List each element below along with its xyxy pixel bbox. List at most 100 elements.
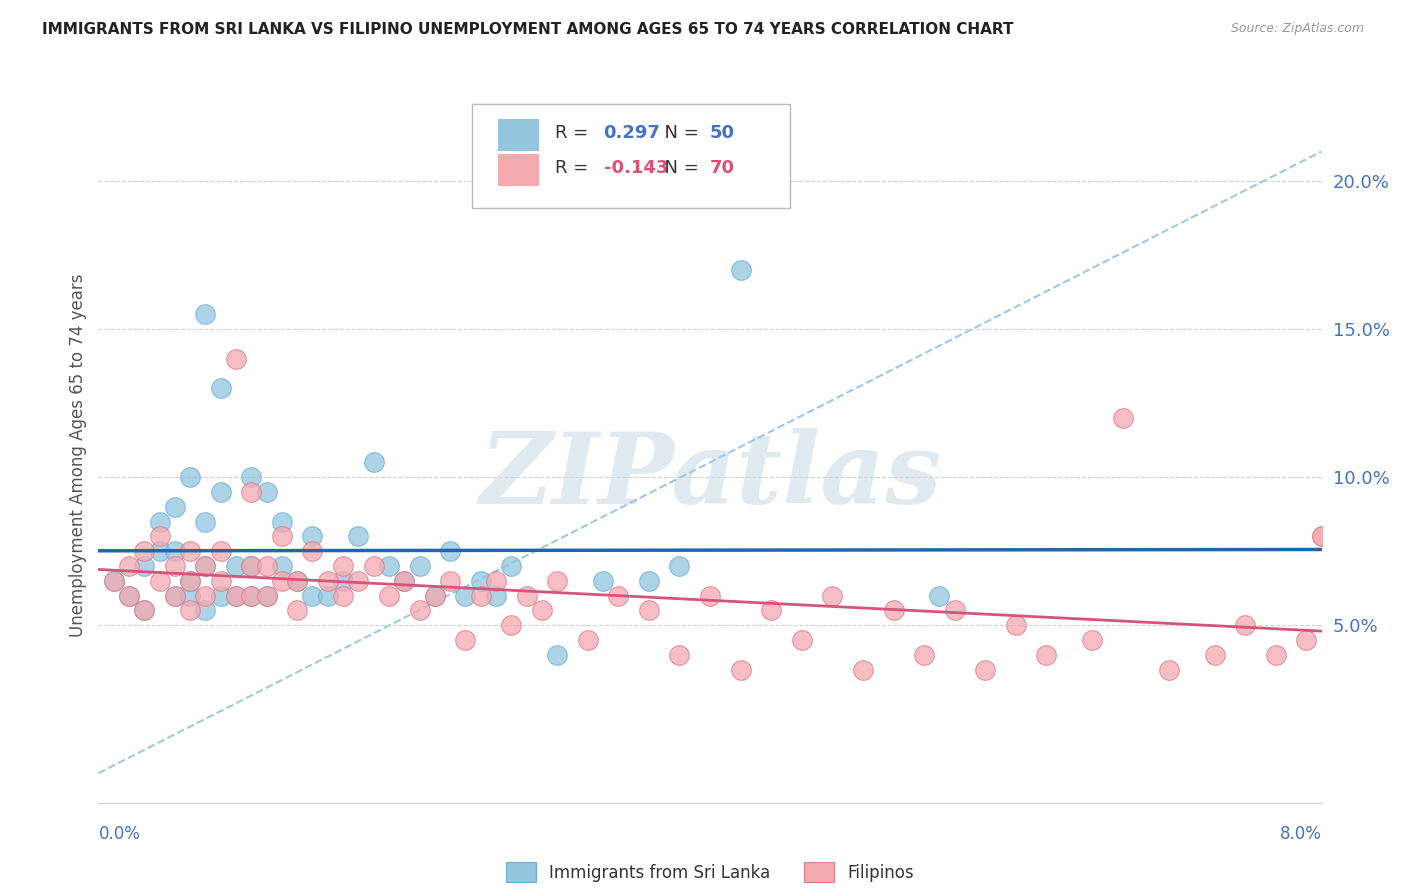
Point: [912, 648, 935, 662]
Point: [637, 574, 661, 588]
Point: [790, 632, 813, 647]
FancyBboxPatch shape: [471, 103, 790, 208]
Text: N =: N =: [652, 124, 704, 142]
Point: [179, 544, 201, 558]
Point: [134, 558, 156, 573]
Point: [256, 484, 278, 499]
Point: [332, 589, 354, 603]
Point: [285, 574, 308, 588]
Point: [439, 574, 461, 588]
Point: [225, 589, 247, 603]
Point: [118, 589, 141, 603]
Text: -0.143: -0.143: [603, 159, 668, 177]
Point: [1035, 648, 1057, 662]
Point: [730, 663, 752, 677]
Point: [134, 544, 156, 558]
Point: [240, 558, 263, 573]
Point: [194, 558, 217, 573]
Point: [179, 470, 201, 484]
Point: [883, 603, 905, 617]
Point: [285, 603, 308, 617]
Point: [592, 574, 614, 588]
Point: [1004, 618, 1026, 632]
Text: 0.297: 0.297: [603, 124, 661, 142]
Point: [516, 589, 538, 603]
Point: [454, 632, 477, 647]
Point: [270, 558, 294, 573]
Point: [179, 603, 201, 617]
Point: [943, 603, 966, 617]
Point: [363, 558, 385, 573]
Point: [316, 574, 339, 588]
Point: [332, 574, 354, 588]
Point: [179, 574, 201, 588]
Legend: Immigrants from Sri Lanka, Filipinos: Immigrants from Sri Lanka, Filipinos: [499, 855, 921, 888]
Point: [225, 589, 247, 603]
Point: [485, 574, 508, 588]
Point: [546, 648, 568, 662]
Point: [1264, 648, 1286, 662]
Point: [134, 603, 156, 617]
Point: [270, 515, 294, 529]
Point: [332, 558, 354, 573]
Point: [103, 574, 125, 588]
Text: 0.0%: 0.0%: [98, 825, 141, 843]
Y-axis label: Unemployment Among Ages 65 to 74 years: Unemployment Among Ages 65 to 74 years: [69, 273, 87, 637]
Point: [240, 470, 263, 484]
Point: [1204, 648, 1226, 662]
Point: [1310, 529, 1333, 543]
Point: [392, 574, 416, 588]
Point: [179, 574, 201, 588]
Point: [301, 529, 323, 543]
Point: [163, 500, 186, 514]
Point: [163, 589, 186, 603]
Point: [134, 603, 156, 617]
Point: [149, 544, 172, 558]
Bar: [498, 119, 537, 150]
Point: [240, 589, 263, 603]
Point: [256, 589, 278, 603]
Point: [439, 544, 461, 558]
Text: 50: 50: [710, 124, 735, 142]
Point: [423, 589, 446, 603]
Point: [607, 589, 630, 603]
Point: [270, 529, 294, 543]
Point: [668, 648, 690, 662]
Point: [285, 574, 308, 588]
Point: [240, 589, 263, 603]
Point: [225, 558, 247, 573]
Point: [408, 603, 430, 617]
Point: [821, 589, 844, 603]
Point: [408, 558, 430, 573]
Point: [347, 529, 370, 543]
Bar: [498, 153, 537, 185]
Point: [530, 603, 553, 617]
Point: [1157, 663, 1180, 677]
Point: [1310, 529, 1333, 543]
Point: [209, 574, 232, 588]
Point: [316, 589, 339, 603]
Point: [668, 558, 690, 573]
Point: [928, 589, 950, 603]
Point: [194, 603, 217, 617]
Text: ZIPatlas: ZIPatlas: [479, 427, 941, 524]
Text: 70: 70: [710, 159, 735, 177]
Point: [347, 574, 370, 588]
Point: [1112, 411, 1135, 425]
Point: [163, 589, 186, 603]
Point: [301, 589, 323, 603]
Point: [974, 663, 997, 677]
Point: [240, 558, 263, 573]
Point: [501, 618, 523, 632]
Point: [163, 558, 186, 573]
Point: [852, 663, 875, 677]
Point: [103, 574, 125, 588]
Point: [240, 484, 263, 499]
Point: [225, 351, 247, 366]
Point: [118, 589, 141, 603]
Point: [392, 574, 416, 588]
Point: [194, 515, 217, 529]
Point: [378, 558, 401, 573]
Text: Source: ZipAtlas.com: Source: ZipAtlas.com: [1230, 22, 1364, 36]
Point: [256, 589, 278, 603]
